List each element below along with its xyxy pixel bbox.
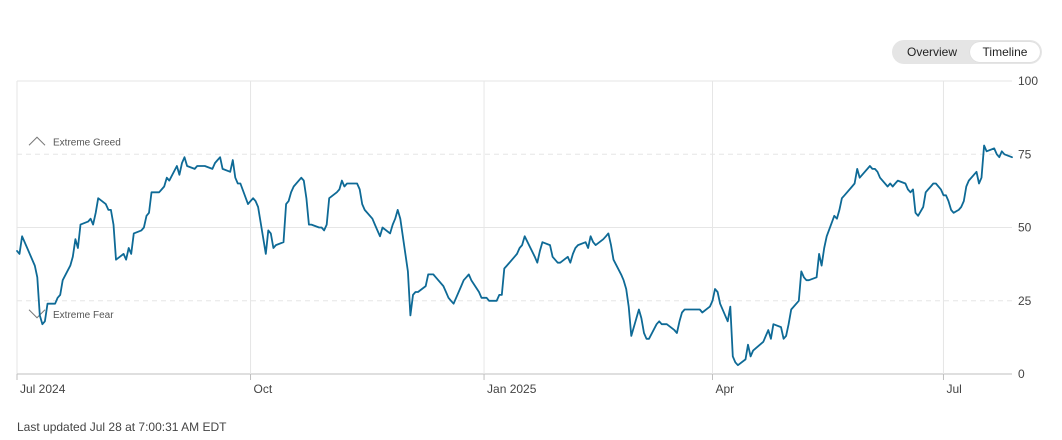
- chevron-down-icon: [28, 309, 46, 319]
- zone-label: Extreme Fear: [53, 310, 114, 321]
- series-line-layer: [16, 144, 1013, 367]
- axis-ticks: 0 25 50 75 100 Jul 2024 Oct Jan 2025 Apr Jul: [20, 74, 1038, 396]
- x-tick-label: Jan 2025: [487, 382, 537, 396]
- chevron-up-icon: [28, 136, 46, 146]
- overview-tab[interactable]: Overview: [906, 45, 957, 59]
- x-tick-label: Oct: [254, 382, 273, 396]
- y-tick-label: 0: [1018, 367, 1025, 381]
- x-tick-label: Jul: [946, 382, 961, 396]
- last-updated-text: Last updated Jul 28 at 7:00:31 AM EDT: [17, 420, 227, 434]
- x-tick-label: Apr: [715, 382, 734, 396]
- zone-label: Extreme Greed: [53, 137, 121, 148]
- series-line-0: [16, 144, 1013, 367]
- x-tick-label: Jul 2024: [20, 382, 66, 396]
- y-tick-label: 25: [1018, 294, 1032, 308]
- grid: [16, 80, 1012, 380]
- y-tick-label: 50: [1018, 221, 1032, 235]
- y-tick-label: 100: [1018, 74, 1038, 88]
- zone-labels: Extreme Greed Extreme Fear: [28, 136, 121, 321]
- zone-extreme-greed: Extreme Greed: [28, 136, 121, 148]
- zone-extreme-fear: Extreme Fear: [28, 309, 114, 321]
- y-tick-label: 75: [1018, 147, 1032, 161]
- fear-greed-timeline-chart: Extreme Greed Extreme Fear 0 25 50 75 100 Jul …: [16, 74, 1038, 396]
- view-toggle: Overview Timeline: [892, 40, 1042, 64]
- timeline-tab[interactable]: Timeline: [970, 42, 1040, 62]
